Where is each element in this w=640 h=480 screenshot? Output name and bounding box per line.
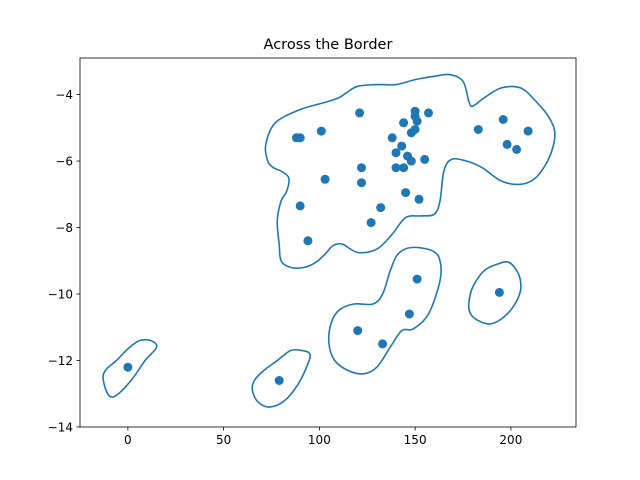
- data-point: [391, 148, 401, 158]
- data-point: [399, 118, 409, 128]
- region-outline-4: [467, 260, 522, 325]
- data-point: [357, 163, 366, 173]
- y-tick-label: −14: [48, 421, 73, 435]
- y-tick-label: −6: [55, 155, 73, 169]
- data-point: [295, 133, 305, 143]
- x-tick-label: 50: [216, 433, 231, 447]
- data-point: [494, 287, 504, 297]
- data-point: [355, 108, 365, 118]
- data-point: [401, 188, 411, 198]
- data-point: [399, 163, 409, 173]
- y-tick-label: −12: [48, 354, 73, 368]
- data-point: [406, 156, 416, 166]
- data-point: [412, 116, 422, 126]
- region-outline-5: [264, 73, 556, 269]
- data-point: [274, 376, 284, 385]
- data-point: [316, 126, 326, 136]
- x-tick-label: 200: [499, 433, 522, 447]
- plot-frame: [79, 57, 577, 428]
- x-tick-label: 100: [308, 433, 331, 447]
- data-point: [391, 163, 401, 173]
- region-outline-1: [102, 338, 158, 398]
- y-axis: −14 −12 −10 −8 −6 −4: [48, 88, 80, 435]
- data-point: [387, 133, 397, 143]
- data-points: [123, 106, 533, 385]
- data-point: [410, 125, 420, 134]
- x-tick-label: 0: [124, 433, 132, 447]
- x-axis: 0 50 100 150 200: [124, 427, 522, 447]
- y-tick-label: −10: [48, 288, 73, 302]
- data-point: [295, 201, 305, 211]
- data-point: [404, 309, 414, 319]
- data-point: [357, 178, 366, 188]
- data-point: [498, 115, 508, 124]
- y-tick-label: −8: [55, 221, 73, 235]
- data-point: [412, 274, 422, 284]
- data-point: [320, 174, 330, 184]
- data-point: [414, 194, 424, 204]
- data-point: [376, 203, 386, 213]
- x-tick-label: 150: [404, 433, 427, 447]
- data-point: [397, 141, 407, 151]
- data-point: [424, 108, 433, 118]
- data-point: [473, 125, 483, 134]
- data-point: [420, 154, 430, 164]
- data-point: [366, 218, 376, 228]
- data-point: [378, 339, 388, 349]
- data-point: [502, 139, 512, 149]
- data-point: [303, 236, 313, 246]
- region-outline-2: [251, 348, 311, 408]
- chart-title: Across the Border: [264, 37, 393, 53]
- data-point: [123, 362, 133, 372]
- data-point: [523, 126, 533, 136]
- data-point: [512, 144, 522, 154]
- region-outline-3: [327, 246, 442, 375]
- y-tick-label: −4: [55, 88, 73, 102]
- data-point: [353, 326, 363, 336]
- region-outlines: [102, 73, 556, 408]
